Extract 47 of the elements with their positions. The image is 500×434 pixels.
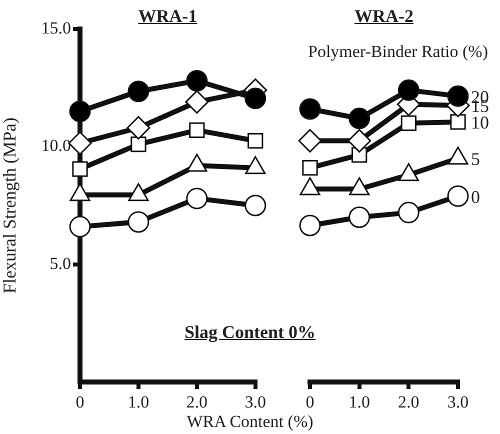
point bbox=[447, 85, 469, 107]
point bbox=[130, 136, 146, 152]
series-label: 0 bbox=[471, 186, 480, 207]
y-axis-title: Flexural Strength (MPa) bbox=[0, 118, 20, 294]
point bbox=[302, 160, 318, 176]
point bbox=[189, 122, 205, 138]
annotation: Slag Content 0% bbox=[184, 322, 316, 343]
x-axis-title: WRA Content (%) bbox=[186, 412, 314, 432]
y-tick-label: 15.0 bbox=[41, 18, 71, 38]
point bbox=[299, 214, 321, 236]
point bbox=[128, 80, 150, 102]
y-tick-label: 5.0 bbox=[50, 254, 71, 273]
point bbox=[248, 132, 264, 149]
point bbox=[447, 185, 469, 207]
point bbox=[298, 129, 322, 153]
x-tick-label: 2.0 bbox=[398, 392, 420, 412]
point bbox=[398, 79, 420, 101]
x-tick-label: 3.0 bbox=[244, 392, 266, 412]
x-tick-label: 1.0 bbox=[348, 392, 370, 412]
point bbox=[186, 188, 208, 210]
point bbox=[185, 90, 209, 114]
point bbox=[69, 100, 91, 122]
point bbox=[186, 70, 208, 92]
series-label: 10 bbox=[471, 112, 489, 133]
point bbox=[299, 98, 321, 120]
chart-title: WRA-2 bbox=[354, 6, 414, 27]
y-tick-label: 10.0 bbox=[41, 136, 71, 156]
x-tick-label: 3.0 bbox=[447, 392, 469, 412]
point bbox=[244, 88, 266, 110]
point bbox=[69, 216, 91, 238]
point bbox=[348, 108, 370, 130]
point bbox=[244, 194, 266, 216]
point bbox=[348, 129, 372, 153]
x-tick-label: 0 bbox=[76, 392, 84, 412]
chart-title: WRA-1 bbox=[138, 6, 198, 27]
point bbox=[400, 115, 416, 131]
legend-title: Polymer-Binder Ratio (%) bbox=[308, 42, 488, 62]
x-tick-label: 1.0 bbox=[128, 392, 150, 412]
point bbox=[450, 114, 466, 130]
x-tick-label: 0 bbox=[306, 392, 314, 412]
point bbox=[126, 116, 150, 140]
point bbox=[398, 202, 420, 224]
point bbox=[348, 206, 370, 228]
point bbox=[72, 161, 88, 177]
series-label: 5 bbox=[471, 149, 480, 170]
point bbox=[128, 211, 150, 233]
x-tick-label: 2.0 bbox=[186, 392, 208, 412]
